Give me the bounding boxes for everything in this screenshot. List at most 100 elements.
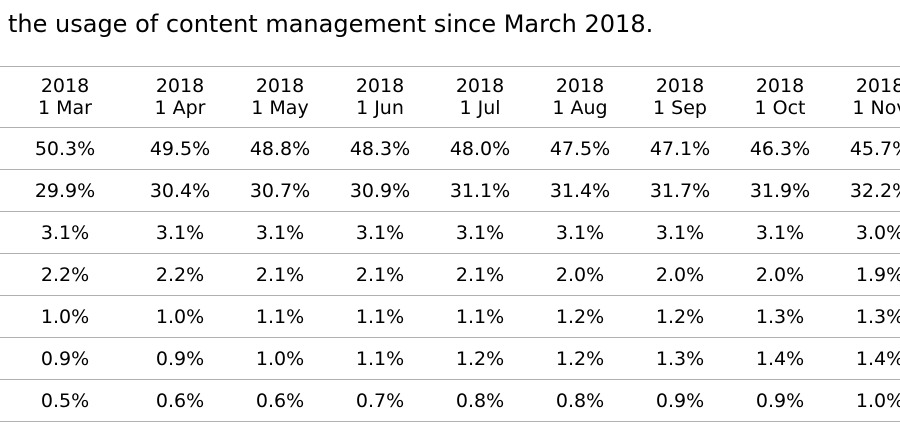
table-cell: 2.0% xyxy=(530,253,630,296)
column-header: 2018 1 Jun xyxy=(330,66,430,128)
table-cell: 46.3% xyxy=(730,127,830,170)
table-cell: 1.2% xyxy=(430,337,530,380)
table-cell: 50.3% xyxy=(0,127,130,170)
table-cell: 2.2% xyxy=(130,253,230,296)
column-header-year: 2018 xyxy=(455,75,505,97)
table-cell: 29.9% xyxy=(0,169,130,212)
table-cell: 47.1% xyxy=(630,127,730,170)
table-cell: 2.2% xyxy=(0,253,130,296)
table-row: 1.0% 1.0% 1.1% 1.1% 1.1% 1.2% 1.2% 1.3% 1.3% xyxy=(0,295,900,338)
table-cell: 31.4% xyxy=(530,169,630,212)
table-cell: 2.0% xyxy=(630,253,730,296)
table-cell: 3.1% xyxy=(430,211,530,254)
header-row: 2018 1 Mar 2018 1 Apr 2018 1 May 2018 1 Jun … xyxy=(0,66,900,128)
column-header: 2018 1 Aug xyxy=(530,66,630,128)
table-row: 3.1% 3.1% 3.1% 3.1% 3.1% 3.1% 3.1% 3.1% 3.0% xyxy=(0,211,900,254)
table-cell: 3.1% xyxy=(230,211,330,254)
table-caption: the usage of content management since Ma… xyxy=(8,10,654,38)
table-cell: 3.1% xyxy=(630,211,730,254)
column-header-year: 2018 xyxy=(755,75,805,97)
table-cell: 0.9% xyxy=(730,379,830,422)
column-header-year: 2018 xyxy=(555,75,605,97)
column-header-date: 1 Nov xyxy=(852,97,900,119)
column-header: 2018 1 Jul xyxy=(430,66,530,128)
table-cell: 48.3% xyxy=(330,127,430,170)
column-header-date: 1 Aug xyxy=(552,97,608,119)
column-header: 2018 1 Mar xyxy=(0,66,130,128)
table-cell: 0.8% xyxy=(430,379,530,422)
table-cell: 30.7% xyxy=(230,169,330,212)
table-cell: 48.8% xyxy=(230,127,330,170)
table-cell: 1.3% xyxy=(730,295,830,338)
table-cell: 1.0% xyxy=(0,295,130,338)
column-header-date: 1 Apr xyxy=(154,97,206,119)
column-header: 2018 1 Oct xyxy=(730,66,830,128)
table-cell: 2.0% xyxy=(730,253,830,296)
table-cell: 1.3% xyxy=(630,337,730,380)
table-cell: 3.1% xyxy=(130,211,230,254)
column-header: 2018 1 Sep xyxy=(630,66,730,128)
table-cell: 1.1% xyxy=(330,337,430,380)
table-cell: 1.1% xyxy=(230,295,330,338)
column-header: 2018 1 Apr xyxy=(130,66,230,128)
column-header-date: 1 Sep xyxy=(653,97,707,119)
table-cell: 1.9% xyxy=(830,253,900,296)
table-cell: 3.0% xyxy=(830,211,900,254)
column-header-year: 2018 xyxy=(655,75,705,97)
table-cell: 1.1% xyxy=(430,295,530,338)
column-header-date: 1 Jul xyxy=(459,97,501,119)
table-row: 0.9% 0.9% 1.0% 1.1% 1.2% 1.2% 1.3% 1.4% 1.4% xyxy=(0,337,900,380)
table-cell: 1.1% xyxy=(330,295,430,338)
table-cell: 2.1% xyxy=(230,253,330,296)
table-cell: 1.2% xyxy=(630,295,730,338)
column-header-date: 1 Oct xyxy=(754,97,806,119)
table-body: 50.3% 49.5% 48.8% 48.3% 48.0% 47.5% 47.1% 46.3%… xyxy=(0,127,900,422)
table-cell: 30.9% xyxy=(330,169,430,212)
table-cell: 3.1% xyxy=(0,211,130,254)
table-cell: 31.1% xyxy=(430,169,530,212)
table-cell: 3.1% xyxy=(730,211,830,254)
column-header-year: 2018 xyxy=(40,75,90,97)
table-row: 2.2% 2.2% 2.1% 2.1% 2.1% 2.0% 2.0% 2.0% 1.9% xyxy=(0,253,900,296)
table-cell: 0.5% xyxy=(0,379,130,422)
column-header-year: 2018 xyxy=(855,75,900,97)
table-cell: 1.0% xyxy=(230,337,330,380)
column-header-year: 2018 xyxy=(255,75,305,97)
table-cell: 31.9% xyxy=(730,169,830,212)
column-header-date: 1 Jun xyxy=(356,97,404,119)
column-header-year: 2018 xyxy=(155,75,205,97)
table-cell: 1.0% xyxy=(830,379,900,422)
table-cell: 2.1% xyxy=(330,253,430,296)
table-cell: 0.9% xyxy=(630,379,730,422)
usage-table-container: 2018 1 Mar 2018 1 Apr 2018 1 May 2018 1 Jun … xyxy=(0,66,900,422)
column-header: 2018 1 May xyxy=(230,66,330,128)
table-cell: 0.9% xyxy=(0,337,130,380)
table-cell: 2.1% xyxy=(430,253,530,296)
column-header-date: 1 Mar xyxy=(38,97,92,119)
table-row: 50.3% 49.5% 48.8% 48.3% 48.0% 47.5% 47.1% 46.3%… xyxy=(0,127,900,170)
table-cell: 1.3% xyxy=(830,295,900,338)
table-cell: 48.0% xyxy=(430,127,530,170)
column-header-date: 1 May xyxy=(251,97,309,119)
table-cell: 1.2% xyxy=(530,295,630,338)
table-cell: 45.7% xyxy=(830,127,900,170)
table-cell: 0.6% xyxy=(230,379,330,422)
table-cell: 0.9% xyxy=(130,337,230,380)
table-cell: 3.1% xyxy=(530,211,630,254)
table-cell: 1.0% xyxy=(130,295,230,338)
column-header-year: 2018 xyxy=(355,75,405,97)
table-cell: 3.1% xyxy=(330,211,430,254)
table-cell: 47.5% xyxy=(530,127,630,170)
table-cell: 0.6% xyxy=(130,379,230,422)
table-cell: 1.4% xyxy=(730,337,830,380)
table-cell: 30.4% xyxy=(130,169,230,212)
table-cell: 0.8% xyxy=(530,379,630,422)
table-cell: 1.4% xyxy=(830,337,900,380)
table-cell: 32.2% xyxy=(830,169,900,212)
usage-table: 2018 1 Mar 2018 1 Apr 2018 1 May 2018 1 Jun … xyxy=(0,66,900,422)
table-cell: 31.7% xyxy=(630,169,730,212)
table-cell: 49.5% xyxy=(130,127,230,170)
table-cell: 0.7% xyxy=(330,379,430,422)
table-row: 29.9% 30.4% 30.7% 30.9% 31.1% 31.4% 31.7% 31.9%… xyxy=(0,169,900,212)
